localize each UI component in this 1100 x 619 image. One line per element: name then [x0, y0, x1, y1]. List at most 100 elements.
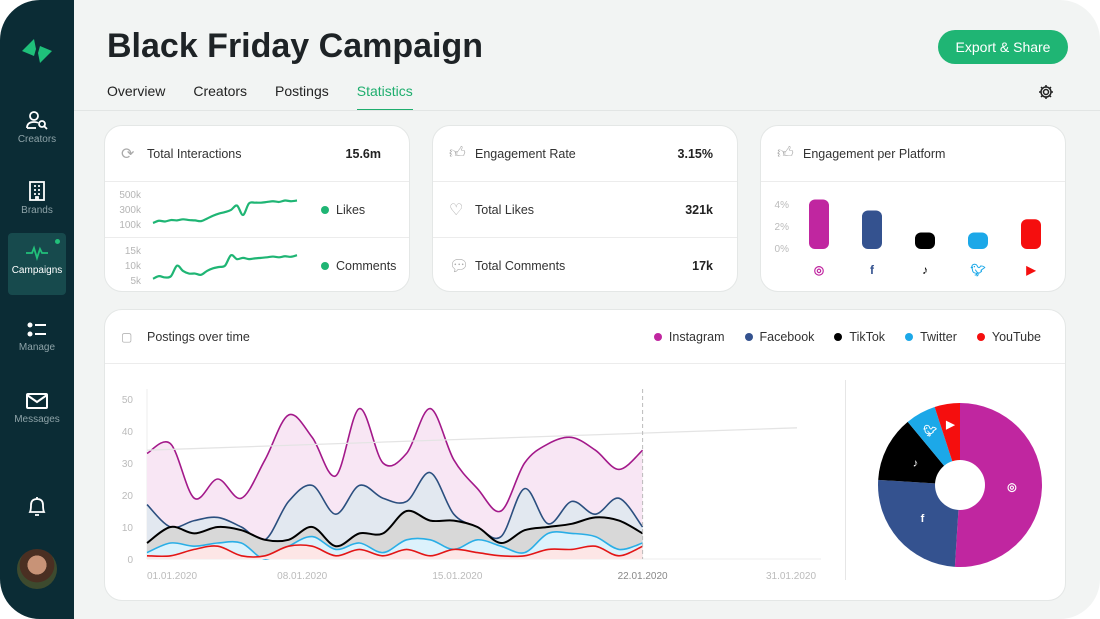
legend-label: Likes — [336, 203, 365, 217]
building-icon — [29, 181, 45, 201]
bar-tiktok — [915, 232, 935, 249]
x-tick: 22.01.2020 — [618, 571, 668, 582]
bar-instagram — [809, 199, 829, 249]
area-tiktok — [147, 510, 643, 559]
gear-icon[interactable] — [1038, 84, 1054, 100]
line-twitter — [146, 531, 643, 560]
legend-item-twitter[interactable]: Twitter — [905, 330, 957, 344]
comments-sparkline: 15k 10k 5k Comments — [125, 246, 397, 287]
line-facebook — [146, 471, 644, 542]
legend-item-facebook[interactable]: Facebook — [744, 330, 815, 344]
line-tiktok — [146, 509, 644, 548]
trend-line — [146, 427, 798, 451]
x-tick: 08.01.2020 — [277, 571, 327, 582]
engagement-rate-label: Engagement Rate — [475, 146, 576, 161]
y-tick: 20 — [122, 491, 134, 502]
likes-sparkline: 500k 300k 100k Likes — [119, 190, 365, 231]
facebook-icon: f — [921, 513, 925, 525]
sidebar-item-manage[interactable]: Manage — [8, 312, 66, 374]
tab-postings[interactable]: Postings — [275, 83, 329, 99]
platform-share-pie-chart: ◎ f ♪ 🐦︎ ▶ — [878, 403, 1042, 567]
area-youtube — [147, 545, 643, 559]
pie-slice-tiktok — [878, 421, 960, 485]
export-share-button[interactable]: Export & Share — [938, 30, 1068, 64]
legend-label: Twitter — [920, 330, 957, 344]
chart-legend: Instagram Facebook TikTok Twitter YouTube — [634, 330, 1041, 344]
axis-tick: 300k — [119, 205, 142, 216]
legend-label: TikTok — [849, 330, 886, 344]
legend-label: Instagram — [668, 330, 725, 344]
y-tick: 40 — [122, 427, 134, 438]
sidebar: Creators Brands Campaigns Manage Message… — [0, 0, 74, 619]
engagement-bar-chart: 4% 2% 0% ◎ f ♪ 🐦︎ ▶ — [775, 199, 1041, 277]
pie-hole — [935, 460, 985, 510]
y-tick: 30 — [122, 459, 134, 470]
chart-divider — [845, 380, 846, 580]
facebook-icon: f — [870, 263, 875, 277]
total-comments-label: Total Comments — [475, 258, 566, 273]
thumbs-up-icon: 👍︎ — [449, 145, 466, 162]
tab-overview[interactable]: Overview — [107, 83, 166, 99]
tabs: Overview Creators Postings Statistics — [107, 83, 441, 111]
y-tick: 10 — [122, 523, 134, 534]
y-tick: 0 — [127, 555, 133, 566]
thumbs-up-icon: 👍︎ — [777, 145, 794, 162]
sidebar-item-brands[interactable]: Brands — [8, 171, 66, 233]
axis-tick: 10k — [125, 261, 142, 272]
x-tick: 01.01.2020 — [147, 571, 197, 582]
engagement-card: 👍︎ Engagement Rate 3.15% ♡ Total Likes 321k … — [432, 125, 738, 292]
total-interactions-value: 15.6m — [345, 146, 381, 161]
legend-dot — [905, 333, 914, 341]
pulse-icon — [26, 245, 48, 261]
legend-label: Comments — [336, 259, 396, 273]
postings-title: Postings over time — [147, 329, 250, 344]
total-interactions-card: ⟳ Total Interactions 15.6m 500k 300k 100k L… — [104, 125, 410, 292]
interactions-icon: ⟳ — [121, 145, 135, 163]
total-likes-value: 321k — [685, 202, 713, 217]
notification-dot — [55, 239, 60, 244]
instagram-icon: ◎ — [814, 263, 825, 277]
postings-area-chart: 0 10 20 30 40 50 01.01.2020 08.01.2020 15.01.202… — [122, 389, 821, 582]
line-instagram — [146, 407, 644, 513]
engagement-rate-value: 3.15% — [677, 146, 713, 161]
legend-item-tiktok[interactable]: TikTok — [834, 330, 885, 344]
engagement-platform-title: Engagement per Platform — [803, 146, 946, 161]
bell-icon[interactable] — [27, 496, 47, 518]
twitter-icon: 🐦︎ — [922, 425, 937, 438]
axis-tick: 4% — [775, 200, 790, 211]
postings-over-time-card: ▢ Postings over time Instagram Facebook Ti… — [104, 309, 1066, 601]
sidebar-item-campaigns[interactable]: Campaigns — [8, 233, 66, 295]
list-icon — [27, 322, 46, 337]
youtube-icon: ▶ — [1025, 263, 1036, 277]
user-search-icon — [26, 111, 48, 130]
x-tick: 15.01.2020 — [432, 571, 482, 582]
legend-dot — [834, 333, 843, 341]
bar-facebook — [862, 210, 882, 249]
pie-slice-facebook — [878, 479, 960, 567]
axis-tick: 2% — [775, 222, 790, 233]
avatar[interactable] — [17, 549, 57, 589]
note-icon: ▢ — [121, 329, 133, 344]
chat-icon: 💬︎ — [449, 257, 470, 275]
bar-twitter — [968, 232, 988, 249]
total-likes-label: Total Likes — [475, 202, 535, 217]
tab-creators[interactable]: Creators — [193, 83, 248, 99]
legend-item-instagram[interactable]: Instagram — [653, 330, 725, 344]
tiktok-icon: ♪ — [922, 263, 928, 277]
legend-dot — [653, 333, 662, 341]
legend-dot — [976, 333, 985, 341]
logo-icon — [22, 39, 52, 63]
axis-tick: 500k — [119, 190, 142, 201]
heart-icon: ♡ — [449, 201, 464, 219]
line-youtube — [146, 544, 643, 558]
main-area: Black Friday Campaign Export & Share Ove… — [74, 0, 1100, 619]
header-divider — [74, 110, 1100, 111]
youtube-icon: ▶ — [945, 419, 955, 431]
legend-item-youtube[interactable]: YouTube — [976, 330, 1041, 344]
sidebar-item-creators[interactable]: Creators — [8, 100, 66, 162]
legend-label: Facebook — [759, 330, 815, 344]
axis-tick: 5k — [130, 276, 142, 287]
sidebar-item-messages[interactable]: Messages — [8, 382, 66, 444]
envelope-icon — [26, 393, 48, 409]
tab-statistics[interactable]: Statistics — [356, 83, 413, 111]
